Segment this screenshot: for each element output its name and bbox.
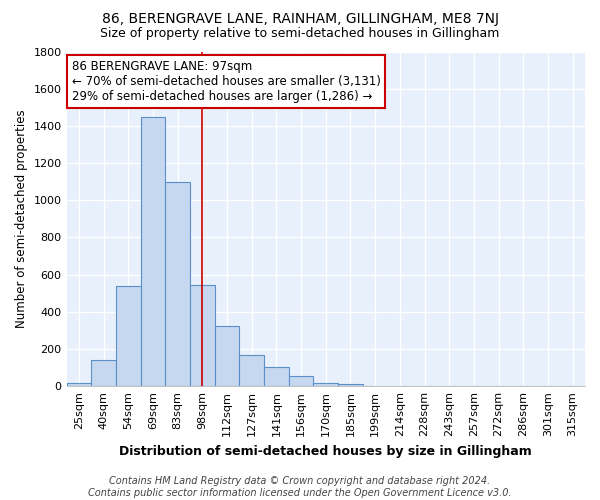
Y-axis label: Number of semi-detached properties: Number of semi-detached properties xyxy=(15,110,28,328)
Bar xyxy=(165,182,190,386)
Bar xyxy=(215,326,239,386)
Text: Contains HM Land Registry data © Crown copyright and database right 2024.
Contai: Contains HM Land Registry data © Crown c… xyxy=(88,476,512,498)
Text: 86 BERENGRAVE LANE: 97sqm
← 70% of semi-detached houses are smaller (3,131)
29% : 86 BERENGRAVE LANE: 97sqm ← 70% of semi-… xyxy=(72,60,380,103)
X-axis label: Distribution of semi-detached houses by size in Gillingham: Distribution of semi-detached houses by … xyxy=(119,444,532,458)
Bar xyxy=(116,286,140,386)
Bar xyxy=(313,384,338,386)
Text: 86, BERENGRAVE LANE, RAINHAM, GILLINGHAM, ME8 7NJ: 86, BERENGRAVE LANE, RAINHAM, GILLINGHAM… xyxy=(101,12,499,26)
Bar xyxy=(140,116,165,386)
Bar xyxy=(264,367,289,386)
Bar xyxy=(190,285,215,386)
Bar xyxy=(91,360,116,386)
Bar xyxy=(289,376,313,386)
Bar xyxy=(239,354,264,386)
Bar xyxy=(338,384,363,386)
Bar xyxy=(67,384,91,386)
Text: Size of property relative to semi-detached houses in Gillingham: Size of property relative to semi-detach… xyxy=(100,28,500,40)
